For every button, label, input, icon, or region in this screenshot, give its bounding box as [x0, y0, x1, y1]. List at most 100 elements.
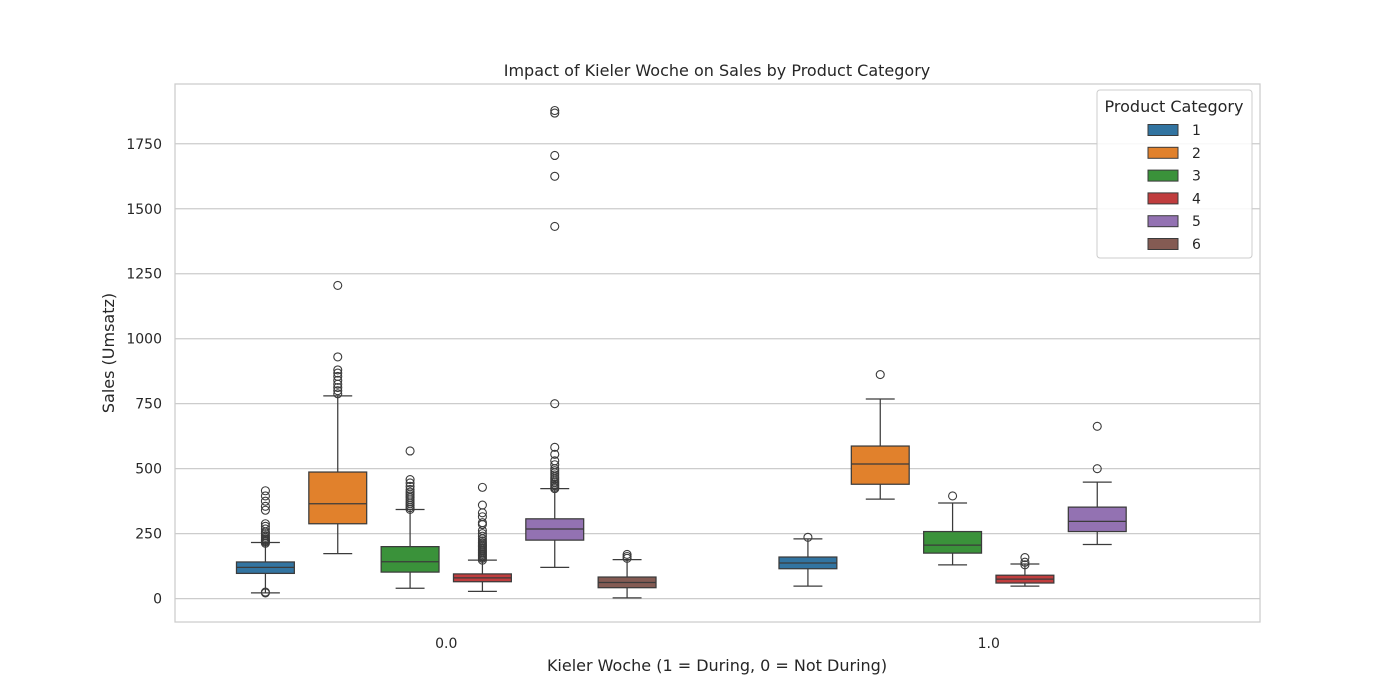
outlier-point	[550, 456, 560, 466]
outlier-point	[1092, 421, 1102, 431]
legend-item-5: 5	[1147, 214, 1201, 230]
box-4-0.0	[452, 482, 512, 592]
outlier-point	[260, 486, 270, 496]
y-tick-label: 250	[135, 527, 162, 543]
outlier-point	[260, 521, 270, 531]
box-iqr	[308, 471, 368, 525]
legend-swatch	[1147, 215, 1179, 228]
outlier-point	[260, 496, 270, 506]
legend-label: 3	[1192, 169, 1201, 185]
grid-lines	[175, 143, 1260, 600]
outlier-point	[1020, 552, 1030, 563]
outlier-point	[477, 518, 487, 528]
outlier-point	[550, 105, 560, 116]
legend-label: 4	[1192, 191, 1201, 207]
box-plots	[235, 105, 1127, 599]
y-tick-label: 500	[135, 462, 162, 478]
outlier-point	[803, 532, 813, 542]
legend-swatch	[1147, 192, 1179, 205]
chart-title: Impact of Kieler Woche on Sales by Produ…	[504, 61, 931, 80]
y-axis-label: Sales (Umsatz)	[99, 293, 118, 413]
y-tick-labels: 0 250 500 750 1000 1250 1500 1750	[126, 137, 162, 608]
y-tick-label: 1500	[126, 202, 162, 218]
outlier-point	[477, 482, 487, 492]
outlier-point	[477, 512, 487, 522]
box-3-1.0	[923, 491, 983, 566]
outlier-point	[948, 491, 958, 501]
y-tick-label: 1000	[126, 332, 162, 348]
y-tick-label: 1750	[126, 137, 162, 153]
box-iqr	[850, 445, 910, 485]
outlier-point	[1020, 557, 1030, 567]
x-tick-labels: 0.0 1.0	[435, 636, 1000, 652]
outlier-point	[477, 500, 487, 510]
box-4-1.0	[995, 552, 1055, 587]
outlier-point	[405, 478, 415, 488]
outlier-point	[477, 519, 487, 530]
outlier-point	[260, 587, 270, 597]
outlier-point	[333, 365, 343, 375]
plot-frame	[174, 83, 1261, 623]
outlier-point	[405, 446, 415, 456]
legend-label: 5	[1192, 214, 1201, 230]
box-5-1.0	[1067, 421, 1127, 546]
outlier-point	[405, 484, 415, 494]
box-5-0.0	[525, 105, 585, 569]
box-1-0.0	[235, 486, 295, 598]
outlier-point	[333, 389, 343, 399]
box-iqr	[923, 530, 983, 554]
outlier-point	[260, 519, 270, 529]
legend: Product Category 1 2 3 4 5 6	[1096, 89, 1253, 259]
y-tick-label: 750	[135, 397, 162, 413]
outlier-point	[550, 171, 560, 181]
outlier-point	[875, 370, 885, 380]
legend-swatch	[1147, 146, 1179, 159]
outlier-point	[260, 491, 270, 501]
box-6-0.0	[597, 549, 657, 599]
outlier-point	[333, 368, 343, 378]
outlier-point	[550, 460, 560, 470]
y-tick-label: 1250	[126, 267, 162, 283]
outlier-point	[333, 386, 343, 396]
x-tick-label: 0.0	[435, 636, 457, 652]
box-2-0.0	[308, 280, 368, 555]
box-iqr	[380, 546, 440, 573]
outlier-point	[1092, 464, 1102, 474]
outlier-point	[405, 475, 415, 485]
legend-item-3: 3	[1147, 169, 1201, 185]
outlier-point	[550, 399, 560, 409]
outlier-point	[550, 150, 560, 161]
legend-label: 1	[1192, 123, 1201, 139]
legend-item-1: 1	[1147, 123, 1201, 139]
outlier-point	[333, 375, 343, 385]
box-3-0.0	[380, 446, 440, 589]
box-1-1.0	[778, 532, 838, 587]
outlier-point	[622, 549, 632, 559]
outlier-point	[333, 383, 343, 393]
box-iqr	[1067, 506, 1127, 533]
outlier-point	[477, 531, 487, 541]
outlier-point	[260, 505, 270, 515]
outlier-point	[550, 221, 560, 231]
outlier-point	[333, 352, 343, 362]
outlier-point	[333, 280, 343, 290]
x-axis-label: Kieler Woche (1 = During, 0 = Not During…	[547, 656, 887, 675]
legend-swatch	[1147, 124, 1179, 136]
outlier-point	[333, 371, 343, 381]
legend-item-4: 4	[1147, 191, 1201, 207]
legend-label: 2	[1192, 146, 1201, 162]
y-tick-label: 0	[153, 592, 162, 608]
legend-title: Product Category	[1105, 97, 1244, 116]
outlier-point	[550, 442, 560, 452]
x-tick-label: 1.0	[978, 636, 1000, 652]
outlier-point	[1020, 560, 1030, 570]
outlier-point	[477, 529, 487, 539]
outlier-point	[260, 524, 270, 534]
outlier-point	[405, 487, 415, 497]
legend-swatch	[1147, 238, 1179, 250]
legend-label: 6	[1192, 237, 1201, 253]
legend-item-6: 6	[1147, 237, 1201, 253]
outlier-point	[260, 501, 270, 511]
legend-item-2: 2	[1147, 146, 1201, 162]
